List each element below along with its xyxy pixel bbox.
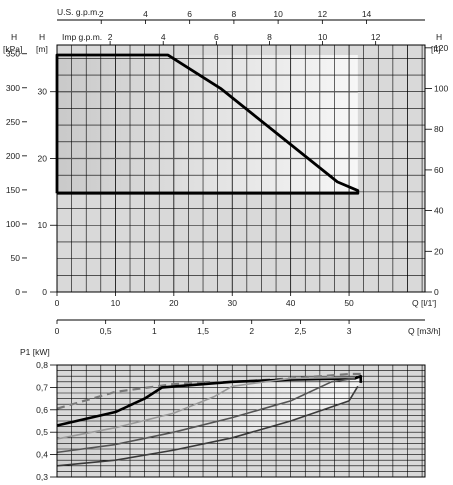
power-curve-solid (56, 385, 359, 467)
m3h-tick-label: 0 (55, 326, 60, 336)
m3h-tick-label: 2 (249, 326, 254, 336)
power-tick-label: 0,7 (36, 382, 48, 392)
ft-tick-label: 60 (434, 165, 444, 175)
power-plot-frame (56, 364, 426, 478)
power-tick-label: 0,6 (36, 405, 48, 415)
power-ticks: 0,3 0,4 0,5 0,6 0,7 0,8 (36, 360, 57, 482)
m3h-ticks: 0 0,5 1 1,5 2 2,5 3 (55, 320, 352, 336)
power-grid (57, 365, 425, 477)
lpm-tick-label: 0 (55, 298, 60, 308)
ft-ticks: 0 20 40 60 80 100 120 (425, 43, 448, 297)
lpm-tick-label: 20 (169, 298, 179, 308)
lpm-tick-label: 50 (344, 298, 354, 308)
kpa-tick-label: 200 (6, 151, 20, 161)
ft-axis-unit: [ft] (431, 44, 440, 54)
impgpm-axis-label: Imp g.p.m. (62, 32, 102, 42)
usgpm-tick-label: 4 (143, 9, 148, 19)
head-panel (55, 44, 426, 293)
ft-tick-label: 0 (434, 287, 439, 297)
power-series (56, 372, 363, 467)
usgpm-tick-label: 6 (187, 9, 192, 19)
power-tick-label: 0,3 (36, 472, 48, 482)
ft-tick-label: 80 (434, 124, 444, 134)
m-axis-header: H (39, 32, 45, 42)
kpa-tick-label: 0 (15, 287, 20, 297)
kpa-ticks: 0 50 100 150 200 250 300 350 (6, 49, 27, 297)
kpa-tick-label: 250 (6, 117, 20, 127)
ft-tick-label: 40 (434, 206, 444, 216)
m-tick-label: 10 (38, 220, 48, 230)
max-head-curve (55, 53, 360, 195)
power-curve-max-solid (56, 374, 363, 427)
power-panel (56, 364, 426, 478)
power-tick-label: 0,5 (36, 427, 48, 437)
impgpm-tick-label: 4 (161, 32, 166, 42)
m3h-tick-label: 2,5 (294, 326, 306, 336)
usgpm-tick-label: 2 (99, 9, 104, 19)
head-grid (57, 45, 425, 292)
usgpm-axis-label: U.S. g.p.m. (57, 7, 100, 17)
kpa-tick-label: 50 (11, 253, 21, 263)
usgpm-tick-label: 14 (362, 9, 372, 19)
lpm-tick-label: 30 (228, 298, 238, 308)
power-tick-label: 0,8 (36, 360, 48, 370)
m3h-axis-label: Q [m3/h] (408, 326, 441, 336)
lpm-tick-label: 10 (111, 298, 121, 308)
power-curve-solid (56, 376, 355, 440)
impgpm-axis: Imp g.p.m. 2 4 6 8 10 12 (62, 32, 381, 45)
kpa-tick-label: 100 (6, 219, 20, 229)
m3h-tick-label: 3 (347, 326, 352, 336)
power-tick-label: 0,4 (36, 450, 48, 460)
usgpm-tick-label: 12 (318, 9, 328, 19)
lpm-ticks: 0 10 20 30 40 50 (55, 292, 354, 308)
m3h-tick-label: 1 (152, 326, 157, 336)
ft-tick-label: 120 (434, 43, 448, 53)
m-tick-label: 0 (42, 287, 47, 297)
impgpm-tick-label: 2 (108, 32, 113, 42)
lpm-tick-label: 40 (286, 298, 296, 308)
impgpm-tick-label: 12 (371, 32, 381, 42)
impgpm-tick-label: 8 (267, 32, 272, 42)
ft-tick-label: 20 (434, 246, 444, 256)
m3h-tick-label: 0,5 (100, 326, 112, 336)
operating-area (57, 55, 358, 194)
usgpm-axis: U.S. g.p.m. 2 4 6 8 10 12 14 (57, 7, 425, 24)
power-curve-solid (56, 377, 356, 454)
head-plot-frame (56, 44, 426, 293)
m-axis-unit: [m] (36, 44, 48, 54)
kpa-axis-header: H (11, 32, 17, 42)
ft-tick-label: 100 (434, 84, 448, 94)
kpa-axis-unit: [kPa] (3, 44, 22, 54)
m3h-tick-label: 1,5 (197, 326, 209, 336)
impgpm-tick-label: 6 (214, 32, 219, 42)
usgpm-ticks: 2 4 6 8 10 12 14 (99, 9, 372, 24)
kpa-tick-label: 350 (6, 49, 20, 59)
impgpm-tick-label: 10 (318, 32, 328, 42)
lpm-axis-label: Q [l/1'] (412, 298, 436, 308)
power-axis-label: P1 [kW] (20, 347, 50, 357)
ft-axis-header: H (436, 32, 442, 42)
m-tick-label: 30 (38, 87, 48, 97)
usgpm-tick-label: 8 (232, 9, 237, 19)
usgpm-tick-label: 10 (273, 9, 283, 19)
m-tick-label: 20 (38, 153, 48, 163)
kpa-tick-label: 150 (6, 185, 20, 195)
m-ticks: 0 10 20 30 (38, 87, 57, 297)
impgpm-ticks: 2 4 6 8 10 12 (108, 32, 381, 45)
kpa-tick-label: 300 (6, 83, 20, 93)
